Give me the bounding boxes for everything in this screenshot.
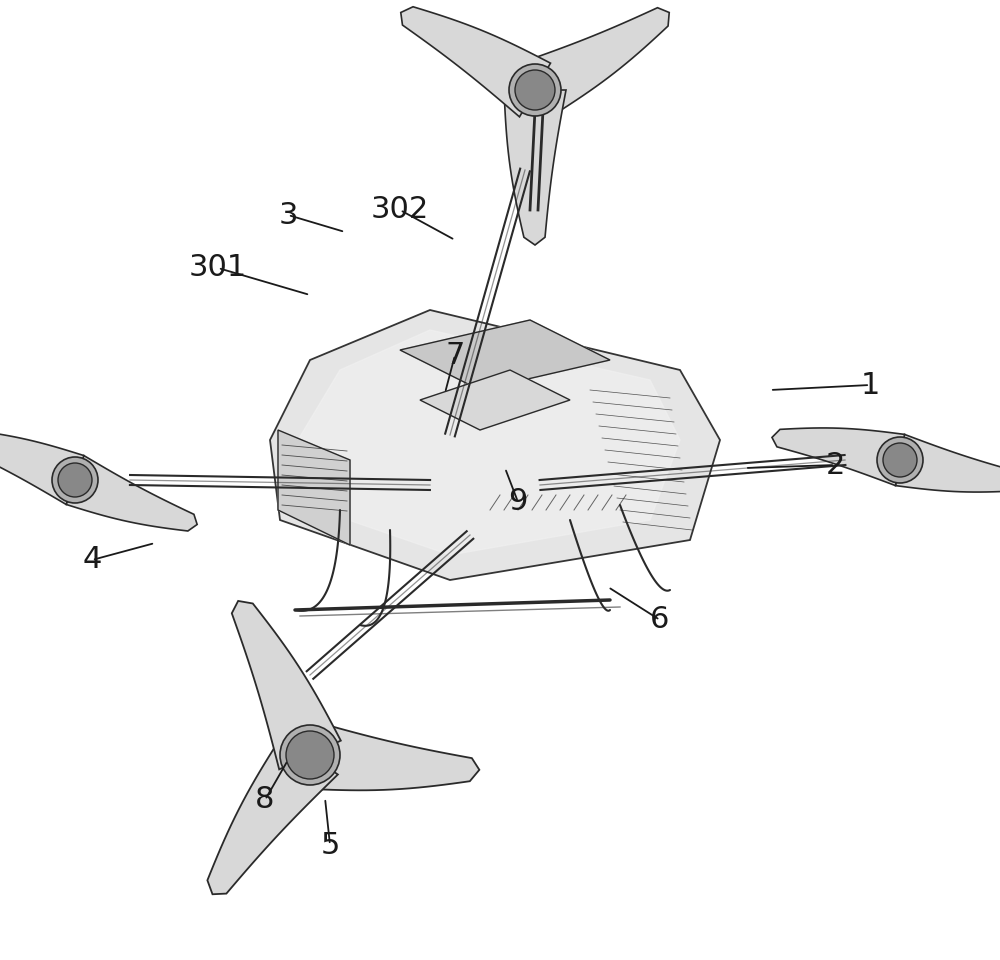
Polygon shape (401, 7, 550, 117)
Polygon shape (520, 8, 669, 117)
Circle shape (286, 731, 334, 779)
Text: 8: 8 (255, 785, 275, 814)
Text: 6: 6 (650, 606, 670, 635)
Polygon shape (207, 735, 338, 895)
Polygon shape (66, 456, 197, 531)
Polygon shape (295, 330, 680, 555)
Polygon shape (895, 434, 1000, 492)
Text: 7: 7 (445, 341, 465, 370)
Polygon shape (400, 320, 610, 390)
Polygon shape (232, 601, 341, 769)
Polygon shape (0, 429, 84, 504)
Text: 301: 301 (189, 253, 247, 282)
Circle shape (288, 733, 332, 777)
Circle shape (509, 64, 561, 116)
Circle shape (58, 463, 92, 497)
Circle shape (517, 72, 553, 108)
Polygon shape (278, 430, 350, 545)
Circle shape (883, 443, 917, 477)
Text: 5: 5 (320, 830, 340, 859)
Polygon shape (504, 90, 566, 245)
Polygon shape (307, 721, 479, 790)
Circle shape (52, 457, 98, 503)
Circle shape (892, 452, 908, 468)
Text: 4: 4 (82, 545, 102, 574)
Polygon shape (772, 428, 905, 486)
Polygon shape (270, 310, 720, 580)
Text: 1: 1 (860, 371, 880, 399)
Text: 9: 9 (508, 488, 528, 516)
Polygon shape (420, 370, 570, 430)
Circle shape (67, 472, 83, 488)
Circle shape (299, 744, 321, 766)
Circle shape (526, 81, 544, 99)
Circle shape (280, 725, 340, 785)
Text: 302: 302 (371, 196, 429, 225)
Text: 2: 2 (825, 450, 845, 479)
Circle shape (877, 437, 923, 483)
Text: 3: 3 (278, 201, 298, 229)
Circle shape (515, 70, 555, 110)
Circle shape (59, 464, 91, 496)
Circle shape (884, 444, 916, 476)
